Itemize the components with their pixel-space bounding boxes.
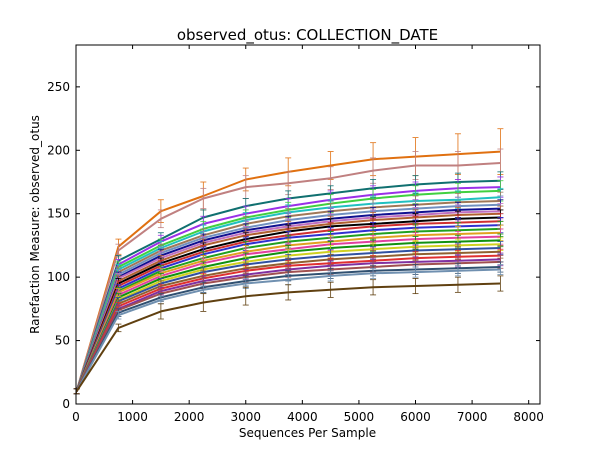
y-tick-label: 150 [47, 207, 70, 221]
x-tick-label: 1000 [117, 410, 148, 424]
y-axis-label: Rarefaction Measure: observed_otus [28, 115, 42, 334]
series-26 [73, 264, 504, 395]
series-27 [73, 275, 504, 395]
x-tick-label: 2000 [174, 410, 205, 424]
y-tick-label: 50 [55, 334, 70, 348]
x-tick-label: 6000 [400, 410, 431, 424]
axes-layer: 0 1000 2000 3000 4000 5000 6000 7000 8000 0 50 100 1… [47, 44, 544, 424]
x-axis-label: Sequences Per Sample [239, 426, 376, 440]
series-27-line [75, 282, 501, 392]
series-2-line [75, 162, 501, 392]
x-tick-label: 7000 [457, 410, 488, 424]
series-26-line [75, 268, 501, 392]
plot-area: 0 1000 2000 3000 4000 5000 6000 7000 8000 0 50 100 1… [47, 44, 544, 424]
x-tick-label: 0 [72, 410, 80, 424]
y-tick-label: 200 [47, 143, 70, 157]
chart-title: observed_otus: COLLECTION_DATE [177, 26, 438, 45]
y-tick-label: 100 [47, 270, 70, 284]
y-tick-label: 250 [47, 80, 70, 94]
x-tick-label: 8000 [513, 410, 544, 424]
y-tick-label: 0 [62, 397, 70, 411]
x-tick-label: 4000 [287, 410, 318, 424]
x-tick-label: 3000 [230, 410, 261, 424]
x-tick-label: 5000 [344, 410, 375, 424]
axes-frame [75, 44, 541, 405]
series-layer [73, 128, 504, 395]
